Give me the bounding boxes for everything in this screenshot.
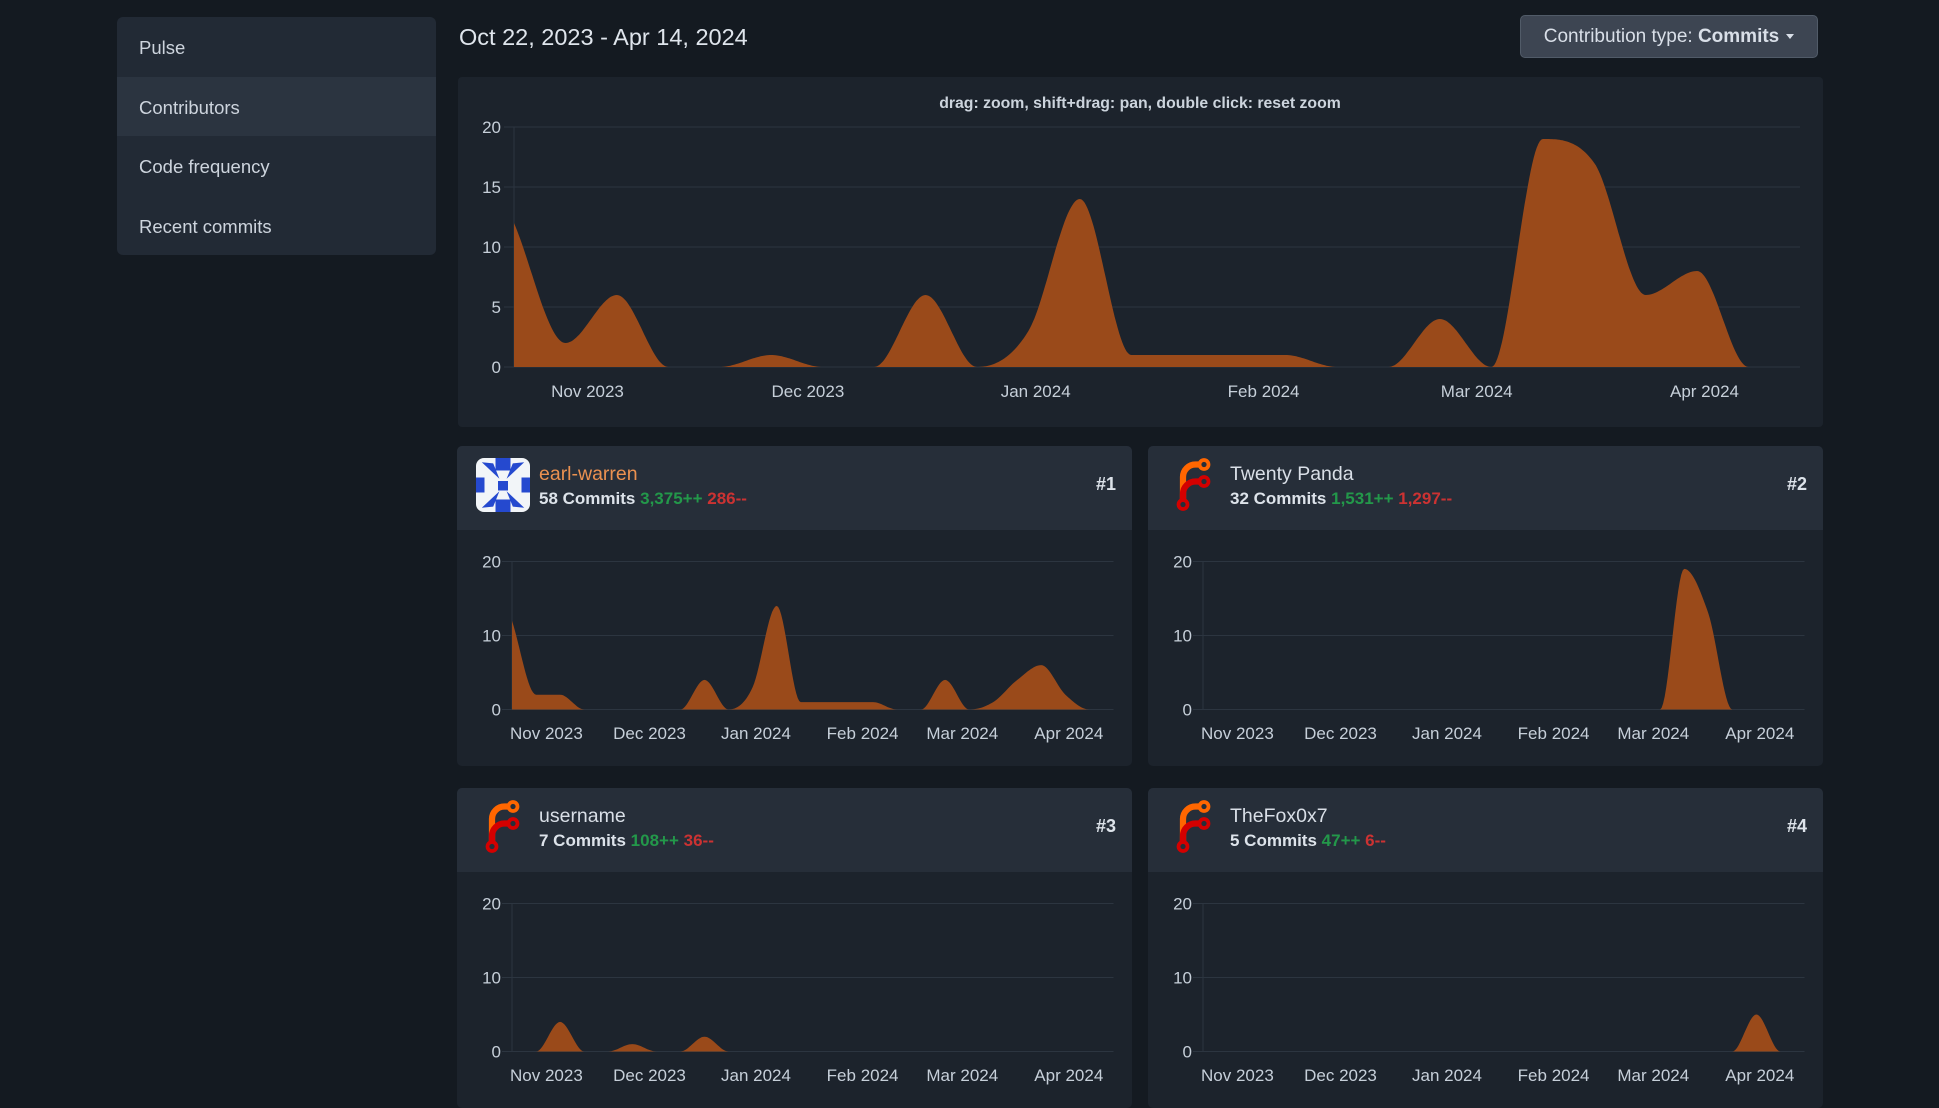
- svg-text:Nov 2023: Nov 2023: [510, 1066, 583, 1085]
- svg-text:0: 0: [492, 358, 501, 377]
- svg-text:Nov 2023: Nov 2023: [1201, 1066, 1274, 1085]
- svg-text:Mar 2024: Mar 2024: [926, 724, 998, 743]
- svg-text:15: 15: [482, 178, 501, 197]
- svg-text:Dec 2023: Dec 2023: [1304, 724, 1377, 743]
- svg-text:20: 20: [482, 118, 501, 137]
- svg-text:10: 10: [482, 627, 501, 646]
- svg-text:Dec 2023: Dec 2023: [613, 724, 686, 743]
- svg-text:20: 20: [482, 895, 501, 914]
- svg-text:Dec 2023: Dec 2023: [613, 1066, 686, 1085]
- svg-text:Feb 2024: Feb 2024: [1518, 724, 1590, 743]
- svg-text:20: 20: [1173, 895, 1192, 914]
- svg-text:Jan 2024: Jan 2024: [1412, 1066, 1482, 1085]
- svg-text:Apr 2024: Apr 2024: [1725, 1066, 1794, 1085]
- svg-text:0: 0: [1183, 701, 1192, 720]
- svg-text:20: 20: [1173, 553, 1192, 572]
- svg-text:Nov 2023: Nov 2023: [510, 724, 583, 743]
- svg-text:Jan 2024: Jan 2024: [1001, 382, 1071, 401]
- svg-text:Feb 2024: Feb 2024: [827, 1066, 899, 1085]
- svg-text:0: 0: [492, 701, 501, 720]
- svg-text:Feb 2024: Feb 2024: [1518, 1066, 1590, 1085]
- svg-text:Apr 2024: Apr 2024: [1034, 1066, 1103, 1085]
- svg-text:Jan 2024: Jan 2024: [1412, 724, 1482, 743]
- svg-text:Mar 2024: Mar 2024: [1617, 724, 1689, 743]
- svg-text:Apr 2024: Apr 2024: [1725, 724, 1794, 743]
- svg-text:10: 10: [1173, 627, 1192, 646]
- svg-text:20: 20: [482, 553, 501, 572]
- svg-text:Jan 2024: Jan 2024: [721, 724, 791, 743]
- svg-text:Mar 2024: Mar 2024: [1441, 382, 1513, 401]
- svg-text:drag: zoom, shift+drag: pan, d: drag: zoom, shift+drag: pan, double clic…: [939, 95, 1341, 112]
- svg-text:Nov 2023: Nov 2023: [1201, 724, 1274, 743]
- svg-text:5: 5: [492, 298, 501, 317]
- svg-text:Apr 2024: Apr 2024: [1034, 724, 1103, 743]
- svg-text:Jan 2024: Jan 2024: [721, 1066, 791, 1085]
- svg-text:Feb 2024: Feb 2024: [827, 724, 899, 743]
- svg-text:Nov 2023: Nov 2023: [551, 382, 624, 401]
- svg-text:Mar 2024: Mar 2024: [926, 1066, 998, 1085]
- svg-text:0: 0: [1183, 1043, 1192, 1062]
- svg-text:Apr 2024: Apr 2024: [1670, 382, 1739, 401]
- svg-text:10: 10: [1173, 969, 1192, 988]
- svg-text:Dec 2023: Dec 2023: [1304, 1066, 1377, 1085]
- svg-text:0: 0: [492, 1043, 501, 1062]
- svg-text:Dec 2023: Dec 2023: [772, 382, 845, 401]
- svg-text:Mar 2024: Mar 2024: [1617, 1066, 1689, 1085]
- svg-text:10: 10: [482, 238, 501, 257]
- svg-text:Feb 2024: Feb 2024: [1228, 382, 1300, 401]
- svg-text:10: 10: [482, 969, 501, 988]
